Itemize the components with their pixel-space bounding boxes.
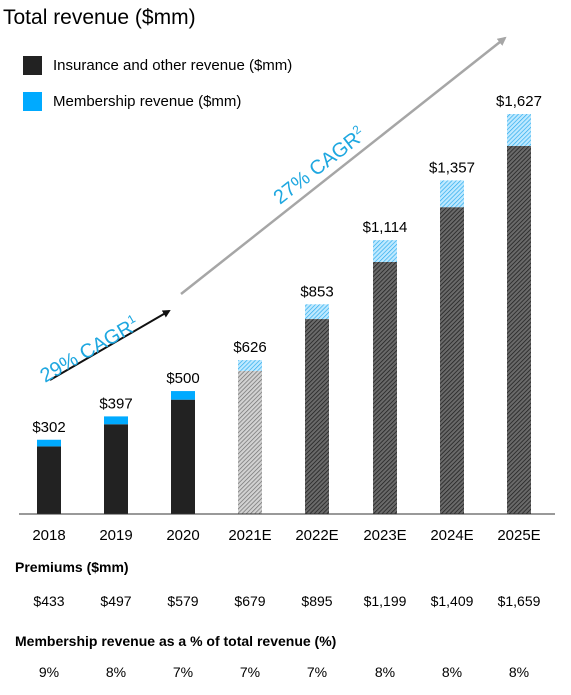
membership-pct-value-2021E: 7% — [240, 664, 260, 680]
membership-pct-value-2025E: 8% — [509, 664, 529, 680]
bar-total-label-2020: $500 — [166, 370, 199, 387]
bar-insurance-2022E — [305, 319, 329, 514]
bar-insurance-2023E — [373, 262, 397, 514]
bar-membership-2018 — [37, 439, 61, 447]
bar-insurance-2019 — [104, 424, 128, 514]
x-tick-label-2021E: 2021E — [228, 527, 271, 544]
x-tick-label-2023E: 2023E — [363, 527, 406, 544]
membership-pct-value-2022E: 7% — [307, 664, 327, 680]
bar-total-label-2018: $302 — [32, 419, 65, 436]
premium-value-2019: $497 — [100, 593, 131, 609]
bar-insurance-2021E — [238, 370, 262, 514]
bar-membership-2019 — [104, 416, 128, 425]
chart-title: Total revenue ($mm) — [3, 6, 196, 29]
bar-total-label-2025E: $1,627 — [496, 93, 542, 110]
bar-total-labels: $302 $397 $500 $626 $853 $1,114 $1,357 $1,627 — [32, 93, 542, 436]
x-tick-label-2020: 2020 — [166, 527, 199, 544]
membership-pct-title: Membership revenue as a % of total reven… — [15, 633, 336, 649]
premium-value-2025E: $1,659 — [498, 593, 541, 609]
bar-membership-2022E — [305, 304, 329, 320]
membership-pct-value-2024E: 8% — [442, 664, 462, 680]
x-tick-label-2024E: 2024E — [430, 527, 473, 544]
bar-insurance-2018 — [37, 446, 61, 514]
bar-insurance-2025E — [507, 145, 531, 514]
bar-membership-2020 — [171, 391, 195, 400]
cagr-arrow-forecast — [180, 36, 507, 295]
bar-total-label-2021E: $626 — [233, 339, 266, 356]
legend: Insurance and other revenue ($mm) Member… — [23, 56, 292, 111]
bar-membership-2021E — [238, 360, 262, 371]
premium-value-2024E: $1,409 — [431, 593, 474, 609]
premium-value-2018: $433 — [33, 593, 64, 609]
bar-membership-2024E — [440, 180, 464, 208]
legend-swatch-insurance — [23, 56, 42, 75]
premiums-row: Premiums ($mm) $433 $497 $579 $679 $895 $1,19… — [15, 559, 541, 609]
premium-value-2023E: $1,199 — [364, 593, 407, 609]
legend-label-membership: Membership revenue ($mm) — [53, 93, 241, 110]
x-tick-label-2018: 2018 — [32, 527, 65, 544]
membership-pct-value-2018: 9% — [39, 664, 59, 680]
cagr-arrow-historic — [49, 309, 171, 381]
legend-label-insurance: Insurance and other revenue ($mm) — [53, 57, 292, 74]
premium-value-2022E: $895 — [301, 593, 332, 609]
cagr-historic-label: 29% CAGR1 — [36, 311, 144, 387]
bar-total-label-2024E: $1,357 — [429, 159, 475, 176]
premium-value-2020: $579 — [167, 593, 198, 609]
bar-membership-2025E — [507, 114, 531, 146]
cagr-forecast-label: 27% CAGR2 — [268, 122, 370, 209]
x-tick-label-2019: 2019 — [99, 527, 132, 544]
membership-pct-value-2023E: 8% — [375, 664, 395, 680]
bar-insurance-2020 — [171, 399, 195, 514]
premium-value-2021E: $679 — [234, 593, 265, 609]
membership-pct-row: Membership revenue as a % of total reven… — [15, 633, 529, 680]
premiums-title: Premiums ($mm) — [15, 559, 129, 575]
membership-pct-value-2019: 8% — [106, 664, 126, 680]
membership-pct-value-2020: 7% — [173, 664, 193, 680]
x-tick-label-2022E: 2022E — [295, 527, 338, 544]
bar-insurance-2024E — [440, 207, 464, 515]
x-tick-label-2025E: 2025E — [497, 527, 540, 544]
bar-total-label-2022E: $853 — [300, 283, 333, 300]
bar-group — [37, 114, 531, 515]
bar-total-label-2019: $397 — [99, 395, 132, 412]
legend-swatch-membership — [23, 92, 42, 111]
premiums-values: $433 $497 $579 $679 $895 $1,199 $1,409 $1,659 — [33, 593, 540, 609]
x-axis-tick-labels: 2018 2019 2020 2021E 2022E 2023E 2024E 2025E — [32, 527, 540, 544]
bar-total-label-2023E: $1,114 — [363, 219, 408, 236]
bar-membership-2023E — [373, 240, 397, 263]
membership-pct-values: 9% 8% 7% 7% 7% 8% 8% 8% — [39, 664, 529, 680]
